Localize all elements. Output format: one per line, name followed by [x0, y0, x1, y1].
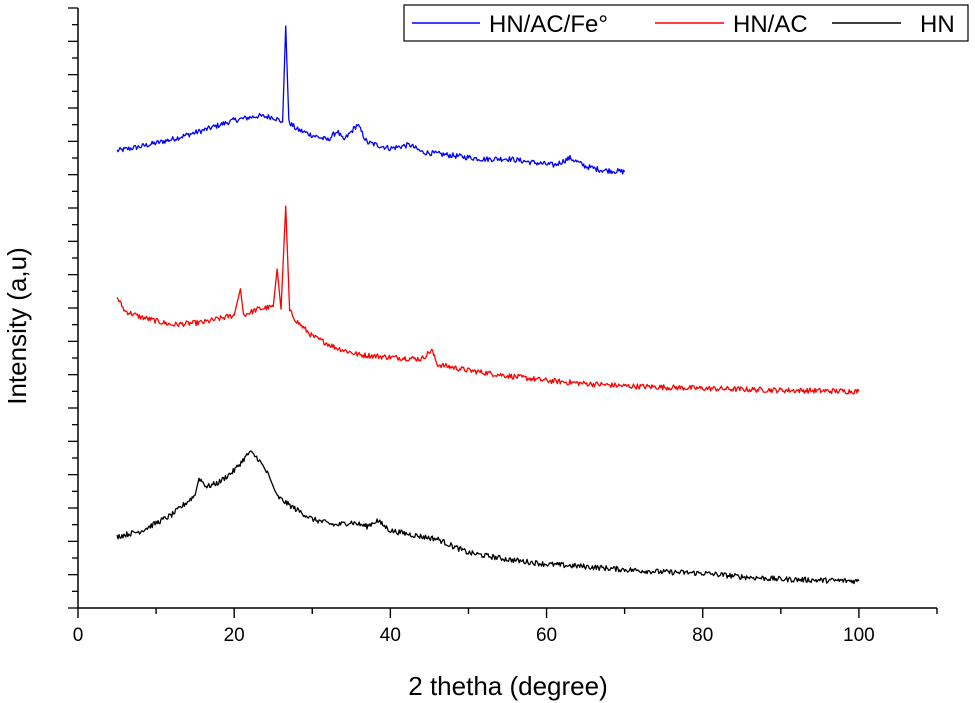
x-tick-label: 80	[692, 625, 713, 646]
x-tick-label: 40	[380, 625, 401, 646]
x-tick-label: 0	[73, 625, 84, 646]
legend-label-0: HN/AC/Fe°	[489, 11, 608, 38]
legend-label-1: HN/AC	[733, 11, 808, 38]
series-line-2	[116, 450, 860, 585]
series-layer	[116, 25, 860, 585]
x-tick-label: 60	[536, 625, 557, 646]
series-line-0	[116, 25, 626, 175]
x-axis-title: 2 thetha (degree)	[408, 671, 607, 701]
series-line-1	[116, 205, 860, 395]
y-axis-ticks	[68, 7, 78, 609]
legend-label-2: HN	[920, 11, 955, 38]
legend: HN/AC/Fe° HN/AC HN	[403, 4, 969, 42]
x-tick-label: 20	[224, 625, 245, 646]
x-axis-ticks: 0 20 40 60 80 100	[73, 608, 938, 646]
y-axis-title: Intensity (a,u)	[2, 247, 32, 405]
axes: 0 20 40 60 80 100	[68, 7, 938, 646]
x-tick-label: 100	[843, 625, 875, 646]
